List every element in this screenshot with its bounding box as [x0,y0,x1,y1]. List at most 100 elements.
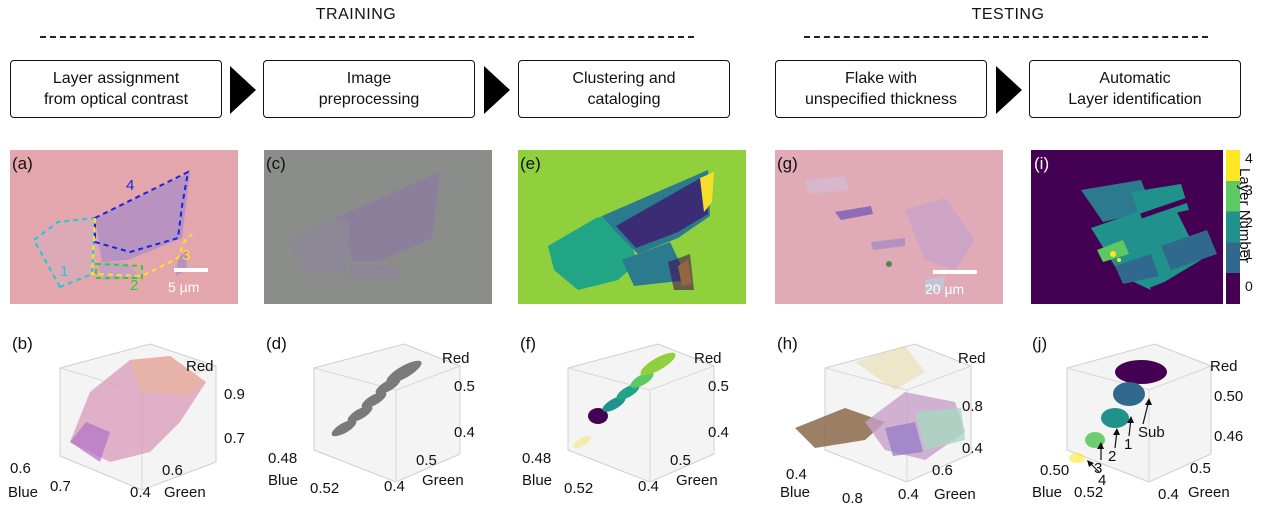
axis-tick: 0.4 [962,440,983,457]
panel-label-a: (a) [12,154,33,173]
plot3d-f [518,332,758,510]
axis-tick: 0.4 [898,486,919,503]
region-label-1: 1 [60,263,68,280]
cluster-label-sub: Sub [1138,424,1165,441]
axis-tick: 0.8 [842,490,863,507]
plot3d-d-canvas [313,343,461,483]
axis-label-y: Green [1188,484,1230,501]
axis-tick: 0.6 [10,460,31,477]
axis-tick: 0.4 [384,478,405,495]
plot3d-j [1031,332,1283,510]
axis-tick: 0.6 [162,462,183,479]
panel-label-f: (f) [520,334,537,353]
panel-label-b: (b) [12,334,33,353]
preprocessed-image-c [264,150,492,304]
panel-i-layer-map [1031,150,1223,304]
panel-c-preprocessed [264,150,492,304]
axis-label-y: Green [164,484,206,501]
colorbar-tick: 1 [1245,246,1253,262]
panel-label-j: (j) [1032,334,1048,353]
axis-label-z: Red [694,350,722,367]
axis-tick: 0.4 [638,478,659,495]
plot3d-d [264,332,504,510]
testing-header: TESTING [971,6,1045,23]
region-label-3: 3 [182,247,190,264]
axis-tick: 0.4 [130,484,151,501]
axis-label-y: Green [422,472,464,489]
colorbar-tick: 0 [1245,278,1253,294]
panel-label-e: (e) [520,154,541,173]
step-box-clustering: Clustering and cataloging [518,60,730,118]
cluster-label-2: 2 [1108,448,1117,465]
panel-label-d: (d) [266,334,287,353]
arrow-icon [484,66,510,114]
axis-label-z: Red [958,350,986,367]
axis-tick: 0.4 [708,424,729,441]
arrow-icon [230,66,256,114]
clustered-map-e [518,150,746,304]
cluster-label-4: 4 [1098,472,1107,489]
panel-e-clustered-map [518,150,746,304]
axis-tick: 0.8 [962,398,983,415]
panel-g-test-flake: 20 µm [775,150,1003,304]
cluster-label-3: 3 [1094,460,1103,477]
colorbar-tick: 3 [1245,182,1253,198]
plot3d-b-canvas [59,343,217,491]
arrow-icon [996,66,1022,114]
colorbar-title: Layer Number [1236,168,1253,264]
colorbar [1226,150,1240,304]
axis-tick: 0.4 [454,424,475,441]
axis-label-y: Green [676,472,718,489]
optical-image-g: 20 µm [775,150,1003,304]
axis-label-x: Blue [8,484,39,501]
axis-tick: 0.50 [1214,388,1244,405]
axis-label-x: Blue [780,484,811,501]
axis-tick: 0.52 [310,480,340,497]
axis-tick: 0.46 [1214,428,1244,445]
step-box-automatic-identification: Automatic Layer identification [1029,60,1241,118]
panel-label-i: (i) [1034,154,1050,173]
panel-a-optical-image: 1 2 3 4 5 µm [10,150,238,304]
scale-bar [933,270,977,274]
panel-label-g: (g) [777,154,798,173]
cluster-label-1: 1 [1124,436,1133,453]
axis-tick: 0.5 [708,378,729,395]
axis-label-y: Green [934,486,976,503]
axis-tick: 0.52 [1074,484,1104,501]
axis-label-x: Blue [522,472,553,489]
axis-tick: 0.5 [1190,460,1211,477]
colorbar-tick: 2 [1245,214,1253,230]
axis-tick: 0.9 [224,386,245,403]
axis-label-z: Red [442,350,470,367]
axis-tick: 0.4 [786,466,807,483]
optical-image-a: 1 2 3 4 5 µm [10,150,238,304]
axis-tick: 0.50 [1040,462,1070,479]
scale-label-g: 20 µm [925,281,964,297]
layer-map-i [1031,150,1223,304]
testing-divider [804,36,1208,38]
panel-label-c: (c) [266,154,286,173]
step-box-layer-assignment: Layer assignment from optical contrast [10,60,222,118]
axis-tick: 0.52 [564,480,594,497]
region-label-2: 2 [130,277,138,294]
axis-tick: 0.5 [670,452,691,469]
axis-tick: 0.5 [454,378,475,395]
axis-label-x: Blue [268,472,299,489]
plot3d-h-canvas [795,343,972,483]
step-box-flake-unspecified: Flake with unspecified thickness [775,60,987,118]
plot3d-h [775,332,1015,510]
axis-tick: 0.6 [932,462,953,479]
plot3d-f-canvas [567,343,715,483]
panel-label-h: (h) [777,334,798,353]
axis-tick: 0.7 [50,478,71,495]
training-divider [40,36,694,38]
step-box-preprocessing: Image preprocessing [263,60,475,118]
plot3d-j-canvas [1066,343,1212,483]
axis-tick: 0.7 [224,430,245,447]
plot3d-b [10,332,250,510]
axis-label-z: Red [1210,358,1238,375]
scale-bar [174,268,208,272]
colorbar-tick: 4 [1245,150,1253,166]
axis-label-z: Red [186,358,214,375]
region-label-4: 4 [126,177,134,194]
